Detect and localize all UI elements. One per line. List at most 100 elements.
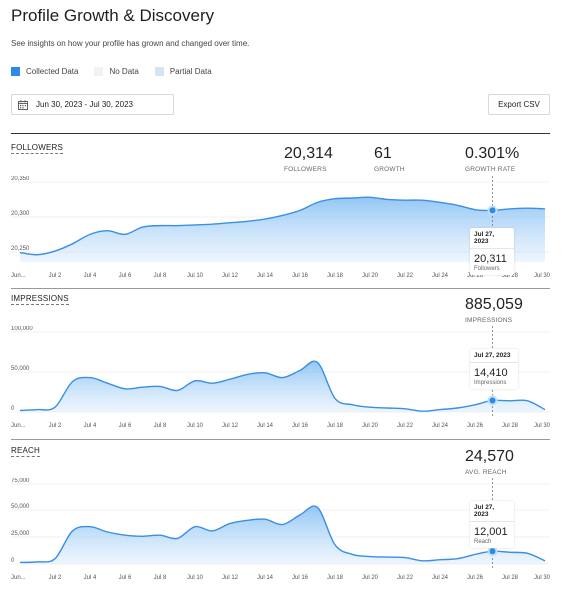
reach-y-tick: 25,000 bbox=[11, 531, 30, 537]
followers-value-label: FOLLOWERS bbox=[284, 166, 327, 173]
impressions-tooltip-value: 14,410 bbox=[474, 367, 508, 379]
impressions-x-tick: Jul 26 bbox=[467, 423, 484, 429]
reach-x-tick: Jul 16 bbox=[292, 575, 309, 581]
impressions-x-tick: Jul 8 bbox=[154, 423, 167, 429]
reach-x-tick: Jul 28 bbox=[502, 575, 519, 581]
reach-x-tick: Jul 18 bbox=[327, 575, 344, 581]
calendar-icon bbox=[18, 99, 28, 110]
reach-y-tick: 50,000 bbox=[11, 504, 30, 510]
page-title: Profile Growth & Discovery bbox=[11, 6, 215, 25]
followers-y-tick: 20,350 bbox=[11, 176, 30, 182]
impressions-tooltip-label: Impressions bbox=[474, 380, 507, 386]
export-csv-button[interactable]: Export CSV bbox=[488, 94, 550, 115]
impressions-x-tick: Jul 20 bbox=[362, 423, 379, 429]
impressions-value: 885,059 bbox=[465, 296, 523, 313]
impressions-x-tick: Jul 18 bbox=[327, 423, 344, 429]
followers-x-tick: Jul 22 bbox=[397, 273, 414, 279]
followers-area bbox=[20, 197, 545, 262]
followers-x-tick: Jul 14 bbox=[257, 273, 274, 279]
impressions-metric: 885,059 IMPRESSIONS bbox=[465, 296, 523, 324]
reach-x-tick: Jul 14 bbox=[257, 575, 274, 581]
impressions-tooltip: Jul 27, 2023 14,410 Impressions bbox=[470, 349, 518, 389]
impressions-tooltip-date: Jul 27, 2023 bbox=[470, 349, 518, 363]
growth-value-label: GROWTH bbox=[374, 166, 405, 173]
followers-x-tick: Jul 18 bbox=[327, 273, 344, 279]
reach-x-tick: Jul 6 bbox=[119, 575, 132, 581]
page-subtitle: See insights on how your profile has gro… bbox=[11, 39, 250, 48]
followers-x-tick: Jul 12 bbox=[222, 273, 239, 279]
reach-x-tick: Jul 24 bbox=[432, 575, 449, 581]
impressions-x-tick: Jul 28 bbox=[502, 423, 519, 429]
legend-no-data: No Data bbox=[94, 67, 139, 76]
impressions-highlight-point bbox=[487, 395, 498, 406]
impressions-section-label[interactable]: IMPRESSIONS bbox=[11, 294, 69, 305]
followers-x-tick: Jul 2 bbox=[49, 273, 62, 279]
reach-tooltip-date: Jul 27, 2023 bbox=[470, 501, 514, 522]
reach-value-label: AVG. REACH bbox=[465, 469, 507, 476]
followers-tooltip-date: Jul 27, 2023 bbox=[470, 228, 514, 249]
followers-x-tick: Jul 6 bbox=[119, 273, 132, 279]
partial-swatch-icon bbox=[154, 67, 164, 76]
reach-y-tick: 75,000 bbox=[11, 478, 30, 484]
reach-x-tick: Jun... bbox=[11, 575, 26, 581]
growth-rate-metric: 0.301% GROWTH RATE bbox=[465, 145, 519, 173]
legend-partial-label: Partial Data bbox=[169, 67, 212, 76]
reach-x-tick: Jul 20 bbox=[362, 575, 379, 581]
followers-x-tick: Jul 20 bbox=[362, 273, 379, 279]
reach-x-tick: Jul 26 bbox=[467, 575, 484, 581]
reach-x-tick: Jul 12 bbox=[222, 575, 239, 581]
followers-section-label[interactable]: FOLLOWERS bbox=[11, 143, 64, 154]
reach-x-tick: Jul 10 bbox=[187, 575, 204, 581]
reach-highlight-point bbox=[487, 546, 498, 557]
impressions-divider bbox=[11, 288, 550, 289]
reach-x-tick: Jul 8 bbox=[154, 575, 167, 581]
followers-x-tick: Jul 10 bbox=[187, 273, 204, 279]
followers-x-tick: Jun... bbox=[11, 273, 26, 279]
impressions-x-tick: Jul 16 bbox=[292, 423, 309, 429]
reach-metric: 24,570 AVG. REACH bbox=[465, 448, 514, 476]
impressions-y-tick: 100,000 bbox=[11, 326, 33, 332]
followers-divider bbox=[11, 133, 550, 134]
collected-swatch-icon bbox=[11, 67, 20, 76]
reach-tooltip-label: Reach bbox=[474, 539, 492, 545]
followers-tooltip: Jul 27, 2023 20,311 Followers bbox=[470, 228, 514, 275]
reach-line bbox=[19, 505, 546, 564]
followers-chart[interactable]: 20,350 20,300 20,250 Jun... Jul 2 Jul 4 Jul 6 J… bbox=[0, 176, 575, 286]
impressions-area bbox=[20, 361, 545, 412]
growth-metric: 61 GROWTH bbox=[374, 145, 405, 173]
growth-value: 61 bbox=[374, 145, 392, 162]
followers-y-tick: 20,300 bbox=[11, 211, 30, 217]
no-data-swatch-icon bbox=[94, 67, 104, 76]
followers-x-tick: Jul 28 bbox=[502, 273, 519, 279]
followers-x-tick: Jul 8 bbox=[154, 273, 167, 279]
reach-area bbox=[20, 506, 545, 564]
impressions-x-tick: Jul 12 bbox=[222, 423, 239, 429]
reach-divider bbox=[11, 439, 550, 440]
impressions-x-tick: Jul 14 bbox=[257, 423, 274, 429]
impressions-y-tick: 50,000 bbox=[11, 366, 30, 372]
impressions-chart[interactable]: 100,000 50,000 0 Jun... Jul 2 Jul 4 Jul 6 Jul 8… bbox=[0, 326, 575, 436]
followers-metric: 20,314 FOLLOWERS bbox=[284, 145, 333, 173]
impressions-x-tick: Jul 30 bbox=[534, 423, 551, 429]
impressions-x-tick: Jul 2 bbox=[49, 423, 62, 429]
impressions-x-tick: Jul 4 bbox=[84, 423, 97, 429]
reach-y-tick: 0 bbox=[11, 558, 15, 564]
reach-section-label[interactable]: REACH bbox=[11, 446, 41, 457]
reach-value: 24,570 bbox=[465, 448, 514, 465]
legend-no-data-label: No Data bbox=[109, 67, 139, 76]
impressions-x-tick: Jul 10 bbox=[187, 423, 204, 429]
impressions-x-tick: Jun... bbox=[11, 423, 26, 429]
followers-highlight-point bbox=[487, 205, 498, 216]
growth-rate-value: 0.301% bbox=[465, 145, 520, 162]
followers-value: 20,314 bbox=[284, 145, 333, 162]
followers-x-tick: Jul 30 bbox=[534, 273, 551, 279]
impressions-x-tick: Jul 22 bbox=[397, 423, 414, 429]
reach-x-tick: Jul 4 bbox=[84, 575, 97, 581]
growth-rate-value-label: GROWTH RATE bbox=[465, 166, 516, 173]
reach-x-tick: Jul 30 bbox=[534, 575, 551, 581]
impressions-x-tick: Jul 6 bbox=[119, 423, 132, 429]
followers-x-tick: Jul 16 bbox=[292, 273, 309, 279]
legend-collected: Collected Data bbox=[11, 67, 78, 76]
legend-partial: Partial Data bbox=[154, 67, 212, 76]
date-range-picker[interactable]: Jun 30, 2023 - Jul 30, 2023 bbox=[11, 94, 174, 115]
